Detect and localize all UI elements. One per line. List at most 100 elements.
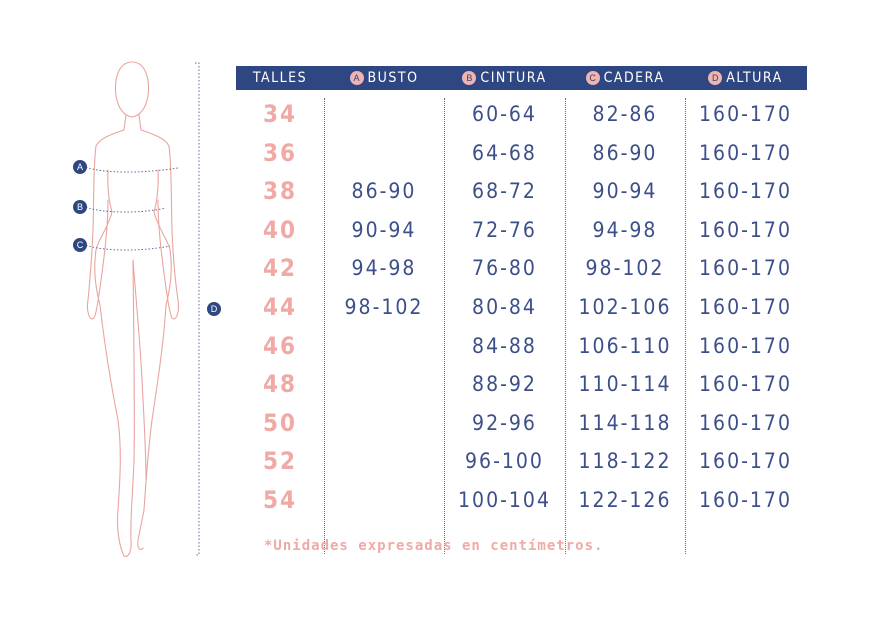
waist-marker-badge: B [73,200,87,214]
column-separator [444,98,445,554]
cell-altura: 160-170 [699,410,792,435]
table-row: 36 64-68 86-90 160-170 [236,134,807,172]
column-separator [685,98,686,554]
cell-talle: 40 [262,215,298,244]
column-separator [324,98,325,554]
cell-cadera: 86-90 [592,140,658,165]
cell-cintura: 80-84 [472,295,537,319]
header-altura-label: ALTURA [726,70,783,86]
cell-cintura: 100-104 [458,488,551,512]
cell-altura: 160-170 [699,488,792,512]
hip-marker-badge: C [73,238,87,252]
table-row: 46 84-88 106-110 160-170 [236,327,807,365]
cell-talle: 50 [262,408,298,437]
bust-measure-line [85,166,179,173]
right-leg-outline [137,304,167,551]
left-leg-outline [99,259,135,557]
cell-cadera: 118-122 [578,449,672,474]
cell-cintura: 92-96 [472,410,537,435]
table-row: 34 60-64 82-86 160-170 [236,95,807,133]
cell-cadera: 94-98 [592,217,658,242]
left-shoulder-outline [95,114,127,147]
header-cadera-badge: C [585,71,600,85]
bust-marker-badge: A [73,160,87,174]
cell-altura: 160-170 [699,333,792,358]
cell-busto: 86-90 [351,179,417,204]
cell-busto: 90-94 [351,217,417,242]
cell-altura: 160-170 [699,179,792,204]
cell-cadera: 98-102 [585,256,665,281]
table-row: 40 90-94 72-76 94-98 160-170 [236,211,807,249]
left-arm-outline [86,145,109,320]
right-shoulder-outline [138,114,170,147]
cell-talle: 48 [262,370,298,399]
cell-talle: 36 [262,138,298,167]
header-busto-label: BUSTO [367,70,419,86]
cell-altura: 160-170 [699,217,792,242]
cell-cadera: 106-110 [578,333,672,358]
cell-talle: 44 [262,293,298,321]
header-cintura-label: CINTURA [480,70,547,86]
cell-talle: 54 [262,486,298,514]
cell-cintura: 68-72 [472,179,537,204]
hip-measure-line [85,244,171,251]
inner-leg-outline [132,259,147,481]
cell-cintura: 96-100 [465,449,544,474]
left-torso-outline [94,169,113,306]
cell-cadera: 102-106 [578,295,672,319]
cell-altura: 160-170 [699,295,792,319]
cell-altura: 160-170 [699,140,792,165]
header-talles-label: TALLES [252,70,308,86]
table-row: 44 98-102 80-84 102-106 160-170 [236,288,807,326]
cell-busto: 98-102 [344,295,424,319]
header-cadera-label: CADERA [603,70,665,86]
cell-talle: 38 [262,177,298,206]
table-row: 54 100-104 122-126 160-170 [236,481,807,519]
body-figure-illustration: A B C D [0,0,240,620]
cell-altura: 160-170 [699,449,792,474]
cell-cadera: 114-118 [578,410,672,435]
cell-busto [324,327,444,365]
table-row: 50 92-96 114-118 160-170 [236,404,807,442]
cell-altura: 160-170 [699,256,792,281]
cell-altura: 160-170 [699,102,792,126]
cell-cintura: 88-92 [472,372,537,397]
cell-talle: 46 [262,331,298,360]
cell-cintura: 84-88 [472,333,537,358]
table-row: 38 86-90 68-72 90-94 160-170 [236,172,807,210]
header-altura-badge: D [708,71,723,85]
header-talles: TALLES [236,66,324,90]
header-busto-badge: A [349,71,364,85]
cell-talle: 34 [262,100,298,128]
cell-cadera: 122-126 [578,488,672,512]
female-silhouette [85,61,200,557]
cell-altura: 160-170 [699,372,792,397]
height-marker-badge: D [207,302,221,316]
header-cintura-badge: B [462,71,477,85]
cell-busto [324,365,444,403]
table-row: 52 96-100 118-122 160-170 [236,442,807,480]
height-measure-line [195,62,200,556]
units-footnote: *Unidades expresadas en centímetros. [264,538,604,554]
cell-busto [324,442,444,480]
cell-cadera: 82-86 [592,102,658,126]
cell-busto [324,134,444,172]
cell-cintura: 76-80 [472,256,537,281]
table-header-bar: TALLES A BUSTO B CINTURA C CADERA D ALTURA [236,66,807,90]
header-busto: A BUSTO [324,66,444,90]
column-separator [565,98,566,554]
cell-cintura: 72-76 [472,217,537,242]
cell-busto: 94-98 [351,256,417,281]
header-altura: D ALTURA [685,66,806,90]
header-cintura: B CINTURA [444,66,565,90]
header-cadera: C CADERA [565,66,685,90]
right-arm-outline [157,145,180,320]
head-outline [114,61,150,118]
table-row: 48 88-92 110-114 160-170 [236,365,807,403]
table-row: 42 94-98 76-80 98-102 160-170 [236,249,807,287]
cell-busto [324,404,444,442]
cell-busto [324,95,444,133]
cell-cintura: 60-64 [472,102,537,126]
cell-cadera: 110-114 [578,372,672,397]
cell-talle: 52 [262,447,298,476]
